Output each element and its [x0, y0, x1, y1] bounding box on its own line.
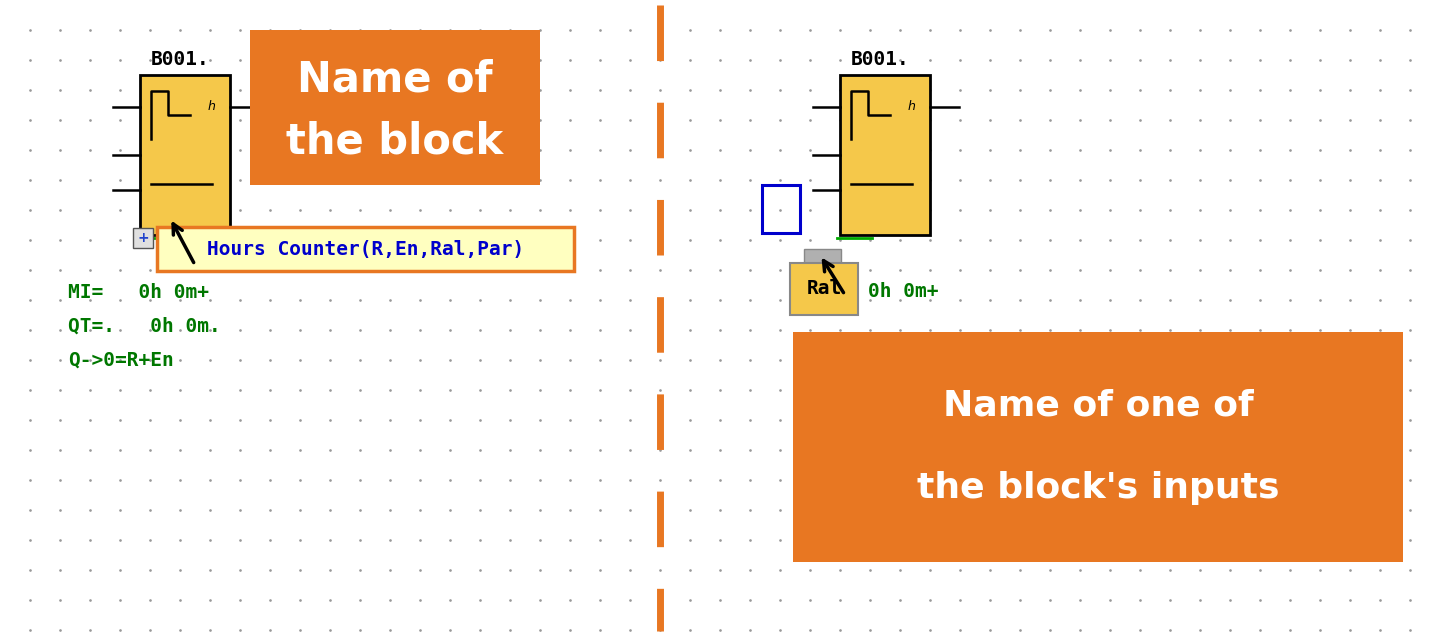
- Text: h: h: [907, 100, 916, 113]
- Text: Q->0=R+En: Q->0=R+En: [68, 351, 174, 370]
- Text: Name of one of: Name of one of: [943, 389, 1253, 422]
- Bar: [132, 228, 153, 248]
- Bar: [804, 249, 841, 263]
- Text: the block: the block: [287, 121, 504, 163]
- Text: B001.: B001.: [851, 50, 910, 69]
- Bar: [791, 263, 858, 315]
- Text: h: h: [207, 100, 216, 113]
- Bar: [793, 332, 1403, 562]
- FancyBboxPatch shape: [157, 227, 575, 271]
- Text: 0h 0m+: 0h 0m+: [868, 282, 939, 301]
- Text: +: +: [137, 231, 148, 245]
- Bar: [140, 75, 230, 235]
- Text: QT=.   0h 0m.: QT=. 0h 0m.: [68, 317, 220, 336]
- Bar: [251, 30, 540, 185]
- Text: the block's inputs: the block's inputs: [917, 471, 1279, 506]
- Bar: [762, 185, 801, 233]
- Text: Hours Counter(R,En,Ral,Par): Hours Counter(R,En,Ral,Par): [207, 240, 524, 258]
- Bar: [840, 75, 930, 235]
- Text: B001.: B001.: [151, 50, 210, 69]
- Text: Name of: Name of: [297, 59, 492, 100]
- Text: MI=   0h 0m+: MI= 0h 0m+: [68, 283, 209, 302]
- Text: Ral: Ral: [806, 279, 841, 298]
